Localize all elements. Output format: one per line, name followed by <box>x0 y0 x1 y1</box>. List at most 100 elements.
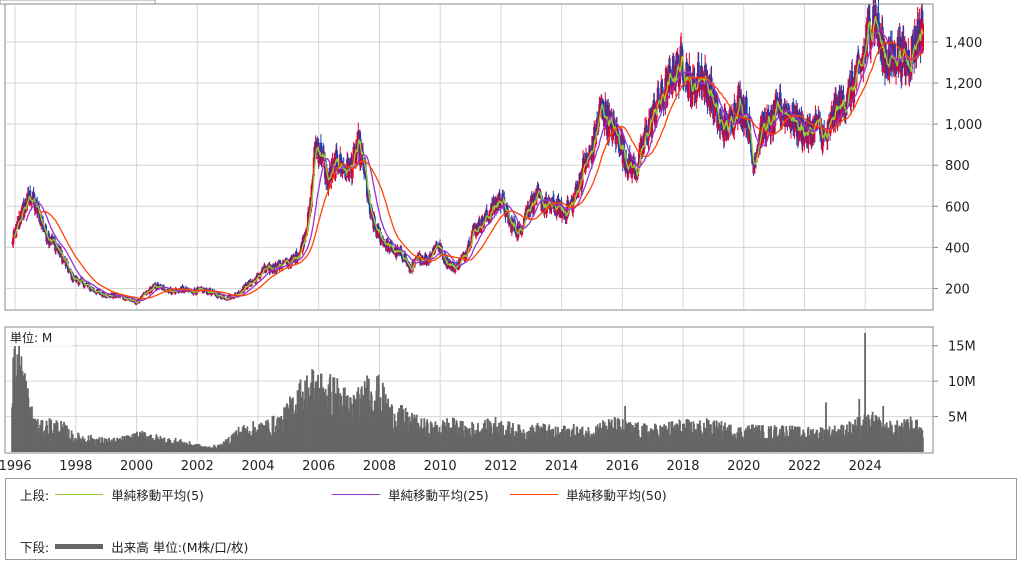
candle-body <box>55 247 59 249</box>
candle-body <box>342 164 345 167</box>
candle-body <box>23 208 26 217</box>
volume-bar <box>306 375 308 452</box>
candle-body <box>886 67 889 71</box>
volume-bar <box>705 418 708 452</box>
candle-body <box>899 36 902 62</box>
candle-body <box>598 104 601 118</box>
candle-body <box>468 247 471 250</box>
candle-body <box>347 163 350 174</box>
candle-body <box>574 187 577 200</box>
volume-bar <box>487 418 489 452</box>
candle-body <box>553 208 557 213</box>
candle-body <box>750 152 753 157</box>
candle-body <box>656 99 659 109</box>
candle-body <box>328 167 331 181</box>
candle-body <box>250 283 253 287</box>
candle-body <box>334 153 337 179</box>
candle-body <box>405 257 408 263</box>
candle-body <box>402 260 405 262</box>
candle-body <box>910 36 913 70</box>
candle-body <box>767 112 770 115</box>
candle-body <box>374 228 377 230</box>
x-tick-label: 2004 <box>241 459 274 474</box>
candle-body <box>799 115 802 131</box>
top-tab-edge <box>0 0 156 5</box>
candle-body <box>654 111 657 125</box>
candle-body <box>468 241 471 250</box>
candle-body <box>572 199 575 213</box>
candle-body <box>109 295 112 298</box>
price-tick-label: 800 <box>945 159 970 174</box>
candle-body <box>183 291 186 293</box>
candle-body <box>379 240 383 243</box>
candle-body <box>250 281 254 284</box>
candle-body <box>430 254 433 259</box>
volume-bar <box>66 425 68 452</box>
candle-body <box>411 261 414 272</box>
candle-body <box>511 220 515 225</box>
moving-average-line <box>25 28 924 302</box>
x-tick-label: 2000 <box>120 459 153 474</box>
candle-body <box>770 109 773 112</box>
candle-body <box>743 105 746 117</box>
candle-body <box>816 122 819 125</box>
candle-body <box>54 244 57 252</box>
candle-body <box>65 262 68 267</box>
candle-body <box>389 241 393 245</box>
candle-body <box>239 291 243 293</box>
volume-bar <box>720 421 723 452</box>
candle-body <box>409 268 412 273</box>
candle-body <box>626 164 629 175</box>
candle-body <box>661 87 664 101</box>
volume-bar <box>139 434 142 452</box>
candle-body <box>455 263 458 268</box>
volume-bar <box>795 427 798 452</box>
candle-body <box>911 36 914 39</box>
candle-body <box>684 85 687 87</box>
volume-bar <box>755 430 758 452</box>
candle-body <box>365 180 369 197</box>
candle-body <box>670 73 673 86</box>
volume-bar <box>283 407 286 452</box>
candle-body <box>12 237 15 245</box>
ma50-swatch <box>510 494 558 495</box>
volume-bar <box>825 402 827 452</box>
x-axis: 1996 1998 2000 2002 2004 2006 2008 2010 2012 2014… <box>0 459 882 474</box>
candle-body <box>659 101 662 109</box>
candle-body <box>660 81 663 104</box>
candle-body <box>612 117 616 129</box>
volume-bar <box>914 419 917 452</box>
volume-bar <box>40 420 43 452</box>
candle-body <box>239 292 242 294</box>
candle-body <box>657 87 660 101</box>
volume-bar <box>420 418 423 452</box>
candle-body <box>67 269 70 272</box>
candle-body <box>551 197 554 205</box>
candle-body <box>365 176 368 181</box>
candle-body <box>626 173 630 175</box>
candle-body <box>441 252 444 254</box>
candle-body <box>432 248 435 250</box>
candle-body <box>899 61 902 72</box>
candle-body <box>310 185 313 208</box>
x-tick-label: 2016 <box>606 459 639 474</box>
candle-body <box>246 287 249 289</box>
volume-bar <box>131 434 134 452</box>
candle-body <box>51 235 54 242</box>
volume-bar <box>712 421 715 452</box>
candle-body <box>781 110 784 121</box>
candle-body <box>872 6 875 24</box>
candle-body <box>690 99 693 107</box>
candle-body <box>341 173 344 175</box>
candle-body <box>645 125 648 137</box>
candle-body <box>185 290 188 292</box>
candle-body <box>832 125 835 127</box>
candle-body <box>26 193 29 207</box>
candle-body <box>902 36 905 42</box>
candle-body <box>299 250 302 253</box>
x-tick-label: 2018 <box>666 459 699 474</box>
price-tick-label: 1,400 <box>945 36 982 51</box>
volume-bar <box>12 357 15 452</box>
candle-body <box>918 21 922 40</box>
candle-body <box>168 291 171 293</box>
